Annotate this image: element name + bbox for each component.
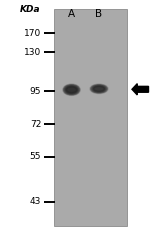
Text: 43: 43 [30,197,41,206]
Ellipse shape [91,85,107,93]
Ellipse shape [63,84,80,95]
Text: 170: 170 [24,29,41,38]
Text: B: B [95,9,103,19]
Ellipse shape [92,86,106,92]
FancyArrow shape [132,84,148,95]
Ellipse shape [65,86,78,94]
Bar [54,9,127,226]
Ellipse shape [64,85,80,95]
Ellipse shape [66,87,77,93]
Ellipse shape [94,86,104,91]
Text: 72: 72 [30,120,41,129]
Text: 55: 55 [30,153,41,161]
Ellipse shape [90,84,108,94]
Ellipse shape [93,86,105,92]
Text: A: A [68,9,75,19]
Text: 95: 95 [30,87,41,96]
Ellipse shape [64,85,79,94]
Ellipse shape [92,85,106,93]
Ellipse shape [66,86,77,93]
Text: KDa: KDa [20,5,40,14]
Text: 130: 130 [24,48,41,57]
